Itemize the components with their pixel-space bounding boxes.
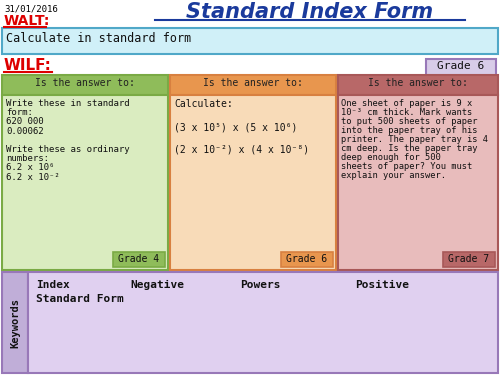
Text: 6.2 x 10⁶: 6.2 x 10⁶ xyxy=(6,164,54,172)
Text: 31/01/2016: 31/01/2016 xyxy=(4,4,58,13)
Text: form:: form: xyxy=(6,108,33,117)
Text: Is the answer to:: Is the answer to: xyxy=(35,78,135,88)
Text: Grade 7: Grade 7 xyxy=(448,254,490,264)
Text: Negative: Negative xyxy=(130,280,184,290)
Text: Standard Form: Standard Form xyxy=(36,294,124,304)
Bar xyxy=(281,252,333,267)
Bar xyxy=(338,75,498,95)
Bar xyxy=(2,28,498,54)
Text: cm deep. Is the paper tray: cm deep. Is the paper tray xyxy=(341,144,477,153)
Text: 10⁻³ cm thick. Mark wants: 10⁻³ cm thick. Mark wants xyxy=(341,108,472,117)
Text: to put 500 sheets of paper: to put 500 sheets of paper xyxy=(341,117,477,126)
Text: Positive: Positive xyxy=(355,280,409,290)
Text: Standard Index Form: Standard Index Form xyxy=(186,2,434,22)
Bar xyxy=(2,95,168,270)
Text: explain your answer.: explain your answer. xyxy=(341,171,446,180)
Text: into the paper tray of his: into the paper tray of his xyxy=(341,126,477,135)
Text: deep enough for 500: deep enough for 500 xyxy=(341,153,441,162)
Bar xyxy=(426,59,496,77)
Bar xyxy=(2,272,28,373)
Text: Write these as ordinary: Write these as ordinary xyxy=(6,145,130,154)
Text: Calculate in standard form: Calculate in standard form xyxy=(6,32,191,45)
Text: sheets of paper? You must: sheets of paper? You must xyxy=(341,162,472,171)
Text: 0.00062: 0.00062 xyxy=(6,127,44,136)
Text: printer. The paper tray is 4: printer. The paper tray is 4 xyxy=(341,135,488,144)
Text: One sheet of paper is 9 x: One sheet of paper is 9 x xyxy=(341,99,472,108)
Text: numbers:: numbers: xyxy=(6,154,49,163)
Bar xyxy=(443,252,495,267)
Text: (2 x 10⁻²) x (4 x 10⁻⁸): (2 x 10⁻²) x (4 x 10⁻⁸) xyxy=(174,145,309,155)
Text: Grade 4: Grade 4 xyxy=(118,254,160,264)
Text: (3 x 10⁵) x (5 x 10⁶): (3 x 10⁵) x (5 x 10⁶) xyxy=(174,122,298,132)
Bar xyxy=(28,272,498,373)
Bar xyxy=(338,95,498,270)
Bar xyxy=(170,95,336,270)
Text: Calculate:: Calculate: xyxy=(174,99,233,109)
Bar xyxy=(113,252,165,267)
Text: Is the answer to:: Is the answer to: xyxy=(368,78,468,88)
Text: Grade 6: Grade 6 xyxy=(438,61,484,71)
Text: 620 000: 620 000 xyxy=(6,117,44,126)
Text: Index: Index xyxy=(36,280,70,290)
Text: WALT:: WALT: xyxy=(4,14,50,28)
Text: Powers: Powers xyxy=(240,280,281,290)
Text: WILF:: WILF: xyxy=(4,58,52,73)
Text: 6.2 x 10⁻²: 6.2 x 10⁻² xyxy=(6,172,60,182)
Text: Keywords: Keywords xyxy=(10,297,20,348)
Text: Write these in standard: Write these in standard xyxy=(6,99,130,108)
Bar xyxy=(170,75,336,95)
Text: Grade 6: Grade 6 xyxy=(286,254,328,264)
Text: Is the answer to:: Is the answer to: xyxy=(203,78,303,88)
Bar xyxy=(2,75,168,95)
